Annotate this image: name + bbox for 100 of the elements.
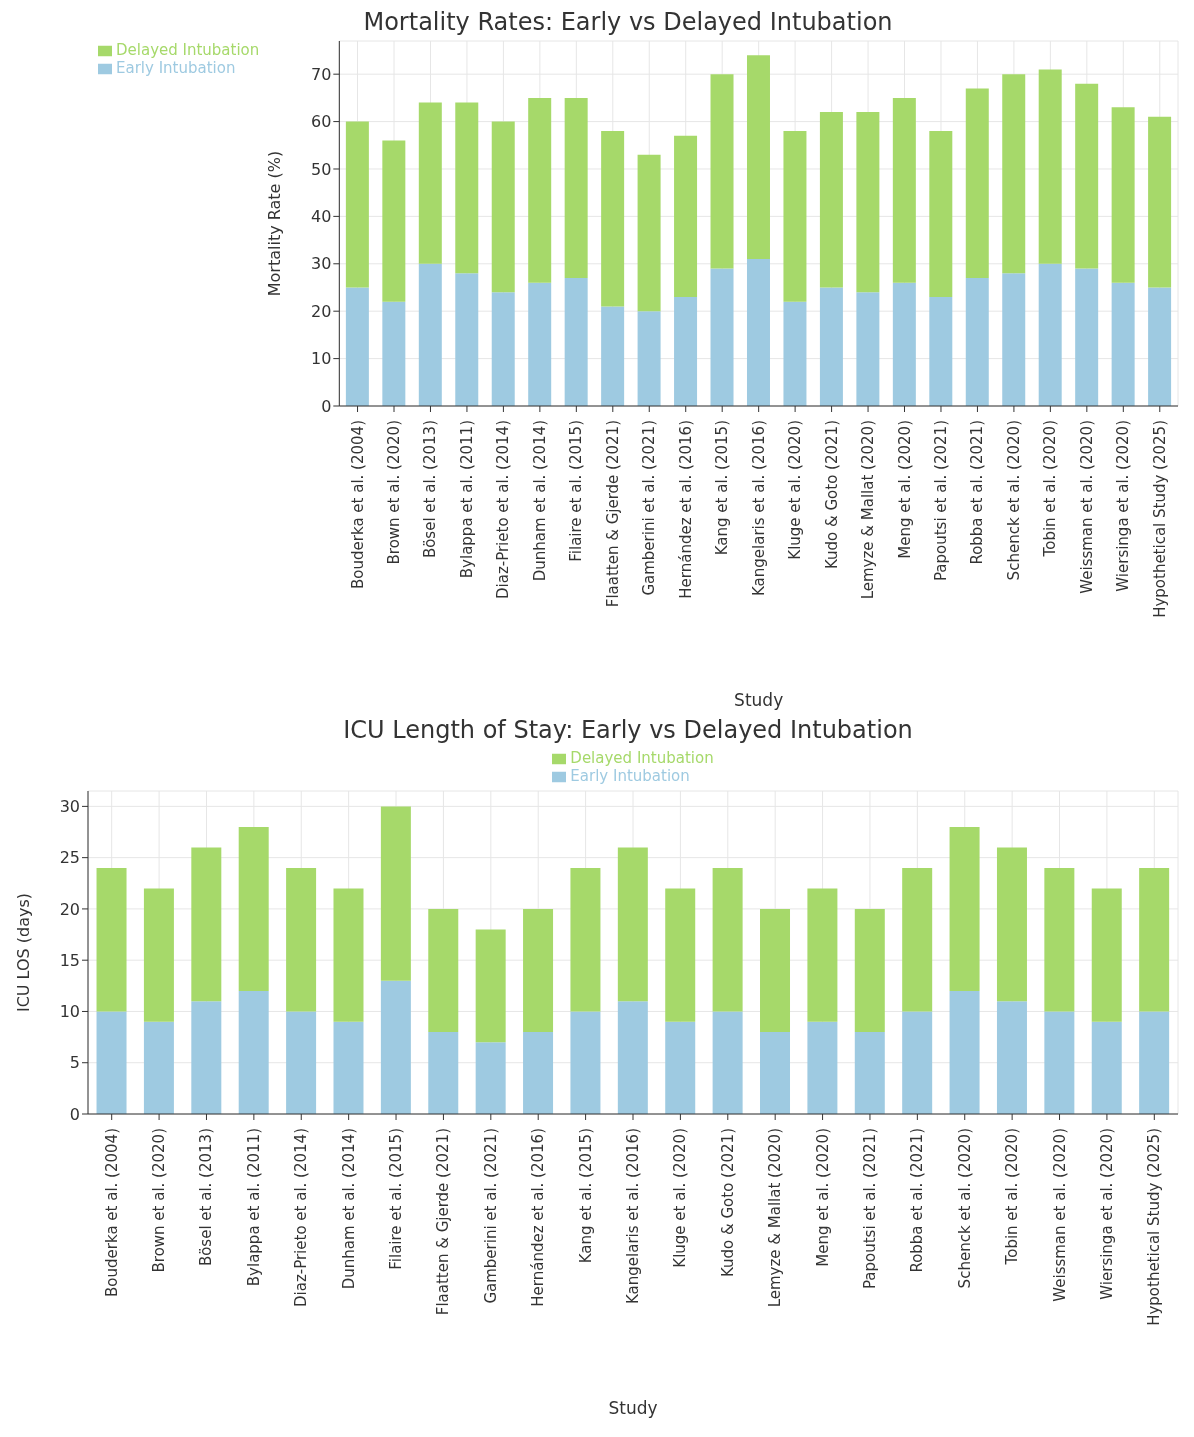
bar xyxy=(665,888,696,1022)
y-tick-label: 10 xyxy=(310,349,332,369)
bar xyxy=(929,296,953,406)
x-tick-label: Hernández et al. (2016) xyxy=(676,420,695,599)
bar xyxy=(1091,888,1122,1022)
x-tick-label: Kudo & Goto (2021) xyxy=(822,420,841,570)
bar xyxy=(601,306,625,406)
bar xyxy=(1038,263,1062,406)
bar xyxy=(238,990,269,1114)
bar xyxy=(637,311,661,406)
bar xyxy=(333,888,364,1022)
x-tick-label: Dunham et al. (2014) xyxy=(339,1128,358,1290)
x-tick-label: Weissman et al. (2020) xyxy=(1050,1128,1069,1302)
bar xyxy=(617,1001,648,1114)
bar xyxy=(665,1021,696,1114)
bar xyxy=(1139,867,1170,1012)
bar xyxy=(428,1031,459,1114)
x-axis-title: Study xyxy=(608,1398,658,1418)
bar xyxy=(760,908,791,1032)
bar xyxy=(418,263,442,406)
legend-label: Early Intubation xyxy=(570,767,690,785)
y-tick-label: 70 xyxy=(310,64,332,84)
bar xyxy=(143,888,174,1022)
x-tick-label: Hypothetical Study (2025) xyxy=(1145,1128,1164,1326)
bar xyxy=(345,287,369,406)
bar xyxy=(455,102,479,274)
bar xyxy=(965,88,989,279)
y-tick-label: 10 xyxy=(59,1002,80,1022)
bar xyxy=(760,1031,791,1114)
bar xyxy=(491,292,515,406)
bar xyxy=(854,908,885,1032)
x-tick-label: Robba et al. (2021) xyxy=(968,420,987,565)
chart-title: Mortality Rates: Early vs Delayed Intubation xyxy=(362,8,894,36)
x-tick-label: Kluge et al. (2020) xyxy=(671,1128,690,1268)
bar xyxy=(1091,1021,1122,1114)
y-tick-label: 60 xyxy=(310,112,332,132)
bar xyxy=(96,1011,127,1114)
y-tick-label: 20 xyxy=(59,899,80,919)
legend-label: Delayed Intubation xyxy=(116,41,260,59)
bar xyxy=(382,140,406,302)
y-tick-label: 25 xyxy=(59,848,80,868)
bar xyxy=(143,1021,174,1114)
bar xyxy=(96,867,127,1012)
chart-title: ICU Length of Stay: Early vs Delayed Intubation xyxy=(342,716,914,744)
bar xyxy=(783,301,807,406)
bar xyxy=(564,97,588,279)
legend-label: Delayed Intubation xyxy=(570,749,714,767)
bar xyxy=(601,131,625,307)
x-tick-label: Filaire et al. (2015) xyxy=(567,420,586,562)
bar xyxy=(902,1011,933,1114)
x-tick-label: Flaatten & Gjerde (2021) xyxy=(434,1128,453,1316)
bar xyxy=(528,97,552,283)
bar xyxy=(746,55,770,260)
x-tick-label: Schenck et al. (2020) xyxy=(955,1128,974,1289)
y-tick-label: 40 xyxy=(310,207,332,227)
bar xyxy=(455,273,479,406)
bar xyxy=(191,847,222,1002)
bar xyxy=(1002,273,1026,406)
x-tick-label: Kangelaris et al. (2016) xyxy=(624,1128,642,1304)
x-tick-label: Papoutsi et al. (2021) xyxy=(931,420,950,582)
y-tick-label: 0 xyxy=(69,1104,80,1124)
x-tick-label: Brown et al. (2020) xyxy=(385,420,404,565)
x-tick-label: Diaz-Prieto et al. (2014) xyxy=(494,420,513,600)
x-tick-label: Gamberini et al. (2021) xyxy=(640,420,659,596)
bar xyxy=(807,888,838,1022)
y-tick-label: 30 xyxy=(310,254,332,274)
bar xyxy=(1044,867,1075,1012)
x-tick-label: Tobin et al. (2020) xyxy=(1041,420,1060,558)
bar xyxy=(286,867,317,1012)
x-tick-label: Bouderka et al. (2004) xyxy=(348,420,367,589)
x-tick-label: Lemyze & Mallat (2020) xyxy=(859,420,878,600)
bar xyxy=(1148,287,1172,406)
x-tick-label: Filaire et al. (2015) xyxy=(387,1128,406,1270)
x-tick-label: Dunham et al. (2014) xyxy=(530,420,549,582)
bar xyxy=(380,980,411,1114)
y-tick-label: 5 xyxy=(69,1053,80,1073)
bar xyxy=(333,1021,364,1114)
bar xyxy=(949,990,980,1114)
bar xyxy=(902,867,933,1012)
bar xyxy=(380,806,411,981)
x-tick-label: Kangelaris et al. (2016) xyxy=(749,420,768,596)
bar xyxy=(382,301,406,406)
x-tick-label: Meng et al. (2020) xyxy=(895,420,914,559)
y-axis-title: ICU LOS (days) xyxy=(13,892,33,1013)
bar xyxy=(617,847,648,1002)
legend-label: Early Intubation xyxy=(116,59,236,77)
bar xyxy=(965,278,989,406)
bar xyxy=(1044,1011,1075,1114)
bar xyxy=(1075,83,1099,269)
bar xyxy=(892,282,916,406)
x-tick-label: Wiersinga et al. (2020) xyxy=(1097,1128,1116,1300)
x-axis-title: Study xyxy=(734,690,784,710)
bar xyxy=(819,287,843,406)
bar xyxy=(570,867,601,1012)
bar xyxy=(1111,107,1135,283)
x-tick-label: Papoutsi et al. (2021) xyxy=(860,1128,879,1290)
bar xyxy=(996,1001,1027,1114)
bar xyxy=(1038,69,1062,264)
bar xyxy=(475,1042,506,1114)
x-tick-label: Schenck et al. (2020) xyxy=(1004,420,1023,581)
